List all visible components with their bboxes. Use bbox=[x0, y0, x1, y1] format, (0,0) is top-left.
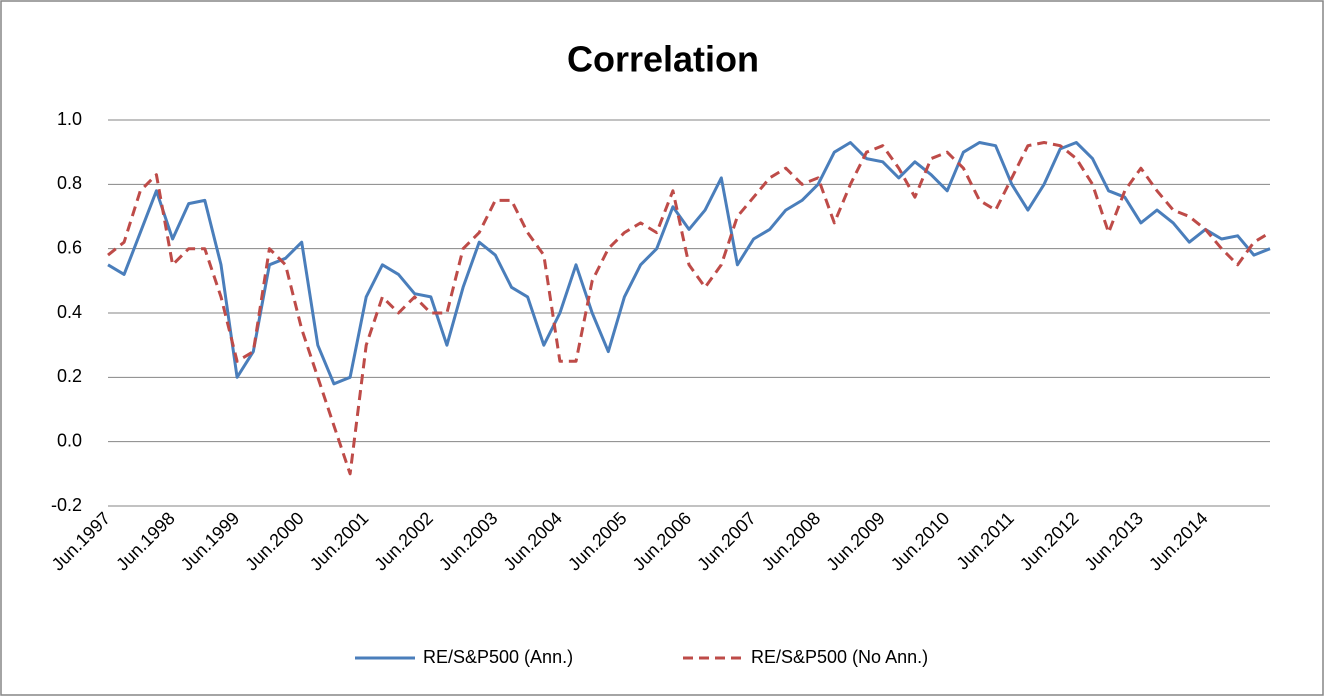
line-series bbox=[107, 141, 1271, 386]
y-tick-label: 0.6 bbox=[57, 237, 82, 257]
y-tick-label: 0.0 bbox=[57, 430, 82, 450]
legend-label: RE/S&P500 (No Ann.) bbox=[751, 647, 928, 667]
line-series bbox=[107, 141, 1271, 476]
y-tick-label: 0.2 bbox=[57, 366, 82, 386]
y-tick-label: 1.0 bbox=[57, 109, 82, 129]
chart-title: Correlation bbox=[567, 39, 759, 80]
y-tick-label: -0.2 bbox=[51, 495, 82, 515]
legend-label: RE/S&P500 (Ann.) bbox=[423, 647, 573, 667]
y-tick-label: 0.8 bbox=[57, 173, 82, 193]
y-tick-label: 0.4 bbox=[57, 302, 82, 322]
